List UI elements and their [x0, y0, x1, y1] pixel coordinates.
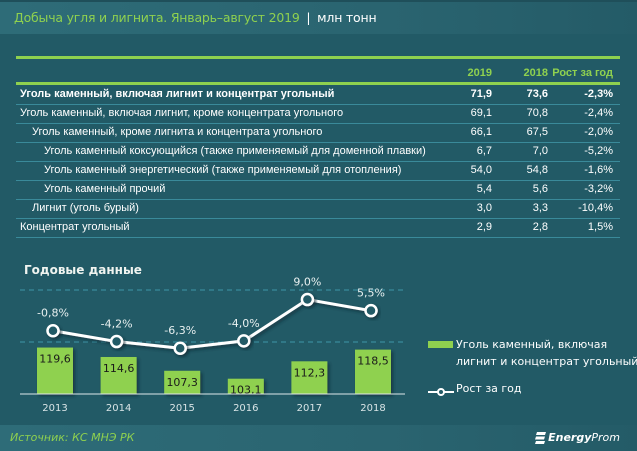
table-top-rule: [16, 56, 620, 59]
column-header-2019: 2019: [467, 67, 492, 79]
cell-growth: -2,0%: [584, 126, 613, 138]
row-label: Уголь каменный энергетический (также при…: [44, 164, 402, 176]
growth-point: [46, 323, 60, 338]
growth-value-label: -4,0%: [228, 317, 260, 330]
cell-2019: 66,1: [470, 126, 492, 138]
cell-2018: 7,0: [532, 145, 548, 157]
column-header-2018: 2018: [523, 67, 548, 79]
row-label: Концентрат угольный: [20, 221, 130, 233]
row-label: Уголь каменный коксующийся (также примен…: [44, 145, 426, 157]
legend-line-marker-icon: [428, 388, 454, 396]
row-label: Уголь каменный, включая лигнит, кроме ко…: [20, 107, 344, 119]
cell-2018: 54,8: [526, 164, 548, 176]
bar: [37, 347, 73, 394]
energyprom-logo-icon: [535, 432, 546, 444]
cell-2018: 70,8: [526, 107, 548, 119]
x-tick-label: 2017: [297, 403, 322, 414]
bar: [100, 356, 137, 394]
growth-point: [109, 334, 124, 349]
column-header-growth: Рост за год: [552, 67, 613, 79]
header-bar: Добыча угля и лигнита. Январь–август 201…: [0, 0, 637, 34]
brand-logo-text: EnergyProm: [548, 431, 620, 444]
table-row: Лигнит (уголь бурый) 3,0 3,3 -10,4%: [16, 200, 620, 219]
table-row: Уголь каменный коксующийся (также примен…: [16, 143, 620, 162]
growth-point: [300, 292, 315, 307]
table-row: Уголь каменный, кроме лигнита и концентр…: [16, 124, 620, 143]
brand-bold: Energy: [548, 431, 592, 444]
bar: [227, 378, 264, 394]
table-row: Концентрат угольный 2,9 2,8 1,5%: [16, 219, 620, 238]
table-row: Уголь каменный энергетический (также при…: [16, 162, 620, 181]
bar-value-label: 114,6: [103, 362, 135, 375]
bar-value-label: 107,3: [166, 376, 198, 389]
cell-2018: 3,3: [532, 202, 548, 214]
cell-2019: 3,0: [476, 202, 492, 214]
x-tick-label: 2016: [233, 403, 258, 414]
bar-value-label: 103,1: [230, 384, 262, 397]
growth-value-label: -4,2%: [101, 318, 133, 331]
table-row: Уголь каменный, включая лигнит, кроме ко…: [16, 105, 620, 124]
legend-label-growth: Рост за год: [456, 382, 522, 395]
cell-2018: 73,6: [526, 88, 548, 100]
cell-2019: 69,1: [470, 107, 492, 119]
unit-label: млн тонн: [317, 10, 377, 25]
growth-point: [173, 341, 187, 355]
cell-2019: 71,9: [470, 88, 492, 100]
growth-point: [364, 303, 378, 318]
row-label: Лигнит (уголь бурый): [32, 202, 139, 214]
page-title: Добыча угля и лигнита. Январь–август 201…: [14, 10, 377, 25]
cell-2018: 67,5: [526, 126, 548, 138]
bar-value-label: 118,5: [357, 355, 389, 368]
x-tick-label: 2018: [360, 403, 385, 414]
cell-2019: 54,0: [470, 164, 492, 176]
growth-point: [237, 334, 251, 348]
source-note: Источник: КС МНЭ РК: [10, 431, 135, 444]
cell-growth: -5,2%: [584, 145, 613, 157]
bar: [164, 370, 201, 394]
x-tick-label: 2014: [106, 403, 131, 414]
legend-item-growth: Рост за год: [428, 382, 522, 396]
growth-value-label: 9,0%: [293, 276, 321, 289]
legend-item-production: Уголь каменный, включая лигнит и концент…: [428, 336, 637, 370]
row-label: Уголь каменный, кроме лигнита и концентр…: [32, 126, 323, 138]
growth-value-label: -0,8%: [37, 307, 69, 320]
title-separator: |: [306, 10, 311, 25]
bar: [291, 361, 328, 394]
cell-growth: 1,5%: [587, 221, 613, 233]
cell-2019: 5,4: [476, 183, 492, 195]
cell-2018: 5,6: [532, 183, 548, 195]
legend-swatch-bar: [428, 341, 453, 348]
footer-bar: Источник: КС МНЭ РК EnergyProm: [0, 425, 637, 451]
chart-legend: Уголь каменный, включая лигнит и концент…: [428, 336, 637, 396]
table-header-rule: [16, 82, 620, 85]
cell-growth: -2,3%: [584, 88, 613, 100]
cell-growth: -2,4%: [584, 107, 613, 119]
row-label: Уголь каменный, включая лигнит и концент…: [20, 88, 335, 100]
bar: [355, 349, 391, 394]
cell-2019: 2,9: [476, 221, 492, 233]
x-tick-label: 2015: [169, 403, 194, 414]
x-tick-label: 2013: [42, 403, 67, 414]
table-row: Уголь каменный, включая лигнит и концент…: [16, 86, 620, 105]
growth-value-label: -6,3%: [164, 324, 196, 337]
cell-2019: 6,7: [476, 145, 492, 157]
bar-value-label: 112,3: [294, 366, 326, 379]
cell-growth: -1,6%: [584, 164, 613, 176]
chart-title: Годовые данные: [24, 263, 142, 277]
cell-growth: -10,4%: [578, 202, 613, 214]
bar-value-label: 119,6: [39, 353, 71, 366]
growth-line: [52, 297, 372, 350]
row-label: Уголь каменный прочий: [44, 183, 166, 195]
table-row: Уголь каменный прочий 5,4 5,6 -3,2%: [16, 181, 620, 200]
brand-rest: Prom: [591, 431, 620, 444]
legend-label-production: Уголь каменный, включая лигнит и концент…: [456, 338, 637, 368]
title-text: Добыча угля и лигнита. Январь–август 201…: [14, 10, 300, 25]
cell-2018: 2,8: [532, 221, 548, 233]
cell-growth: -3,2%: [584, 183, 613, 195]
growth-value-label: 5,5%: [357, 287, 385, 300]
